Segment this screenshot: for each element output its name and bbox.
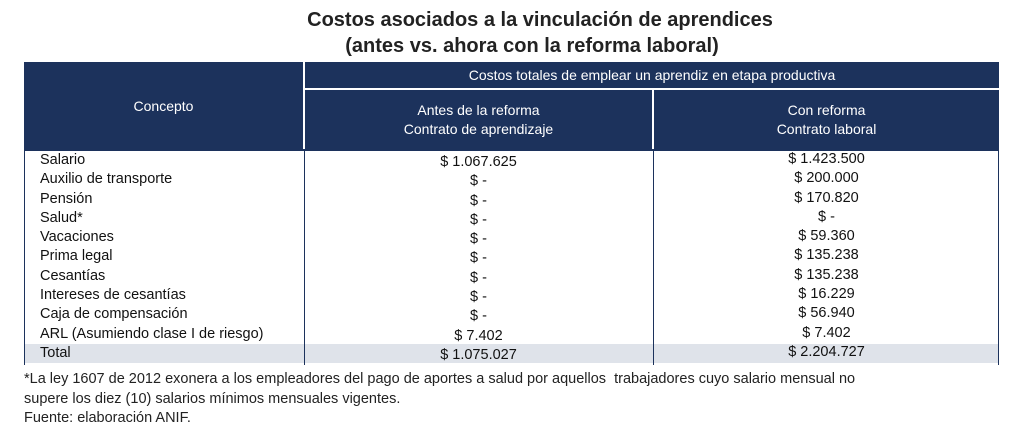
footnotes: *La ley 1607 de 2012 exonera a los emple… [24, 370, 984, 429]
source-note: Fuente: elaboración ANIF. [24, 410, 191, 426]
row-before: $ - [470, 173, 487, 190]
row-after: $ - [818, 208, 835, 225]
table-row: Prima legal $ - $ 135.238 [24, 247, 999, 266]
row-after: $ 59.360 [798, 228, 855, 245]
row-after: $ 200.000 [794, 170, 859, 187]
header-before-line1: Antes de la reforma [417, 101, 540, 118]
row-concept: Cesantías [40, 267, 106, 284]
row-concept: Salario [40, 152, 86, 168]
row-concept: Pensión [40, 190, 93, 207]
row-concept: Vacaciones [40, 229, 114, 246]
table-row: Caja de compensación $ - $ 56.940 [24, 305, 999, 324]
row-concept: Intereses de cesantías [40, 287, 186, 304]
header-after-line2: Contrato laboral [776, 120, 877, 137]
table-row: Salud* $ - $ - [24, 209, 999, 228]
row-after: $ 135.238 [794, 266, 859, 283]
table-title: Costos asociados a la vinculación de apr… [307, 9, 773, 31]
row-concept: Auxilio de transporte [40, 171, 173, 188]
column-divider [304, 151, 305, 365]
row-concept: Prima legal [40, 248, 113, 265]
row-concept: Salud* [40, 209, 83, 226]
table-row: Pensión $ - $ 170.820 [24, 190, 999, 209]
row-before: $ - [470, 308, 487, 325]
header-after-line1: Con reforma [787, 101, 866, 118]
row-after: $ 7.402 [802, 324, 851, 341]
row-after: $ 16.229 [798, 286, 855, 303]
header-with-reform: Con reforma Contrato laboral [654, 90, 999, 149]
table-row: Intereses de cesantías $ - $ 16.229 [24, 286, 999, 305]
row-before: $ - [470, 289, 487, 306]
cost-table-body: Salario $ 1.067.625 $ 1.423.500 Auxilio … [24, 151, 999, 364]
row-after: $ 135.238 [794, 247, 859, 264]
row-concept: Caja de compensación [40, 306, 188, 323]
table-row: Auxilio de transporte $ - $ 200.000 [24, 170, 999, 189]
column-divider [998, 151, 999, 365]
row-before: $ - [470, 269, 487, 286]
row-before: $ 7.402 [454, 327, 503, 344]
row-after: $ 170.820 [794, 189, 859, 206]
row-concept: ARL (Asumiendo clase I de riesgo) [40, 325, 264, 342]
row-after: $ 2.204.727 [788, 343, 865, 360]
row-before: $ 1.075.027 [440, 346, 517, 363]
header-before-line2: Contrato de aprendizaje [403, 120, 554, 137]
row-before: $ - [470, 250, 487, 267]
header-total-costs: Costos totales de emplear un aprendiz en… [305, 62, 999, 88]
row-before: $ - [470, 211, 487, 228]
header-concept: Concepto [24, 62, 303, 149]
table-row-total: Total $ 1.075.027 $ 2.204.727 [24, 343, 999, 364]
column-divider [24, 151, 25, 365]
column-divider [653, 151, 654, 365]
row-after: $ 1.423.500 [788, 151, 865, 167]
footnote-line: *La ley 1607 de 2012 exonera a los emple… [24, 371, 856, 387]
row-before: $ - [470, 231, 487, 248]
row-before: $ - [470, 192, 487, 209]
row-before: $ 1.067.625 [440, 154, 517, 170]
table-subtitle: (antes vs. ahora con la reforma laboral) [345, 35, 719, 57]
table-row: Vacaciones $ - $ 59.360 [24, 228, 999, 247]
table-row: Salario $ 1.067.625 $ 1.423.500 [24, 151, 999, 170]
table-row: Cesantías $ - $ 135.238 [24, 267, 999, 286]
row-concept: Total [40, 344, 71, 361]
row-after: $ 56.940 [798, 305, 855, 322]
header-divider [24, 149, 999, 151]
header-before-reform: Antes de la reforma Contrato de aprendiz… [305, 90, 652, 149]
footnote-line: supere los diez (10) salarios mínimos me… [24, 390, 401, 407]
table-row: ARL (Asumiendo clase I de riesgo) $ 7.40… [24, 325, 999, 344]
